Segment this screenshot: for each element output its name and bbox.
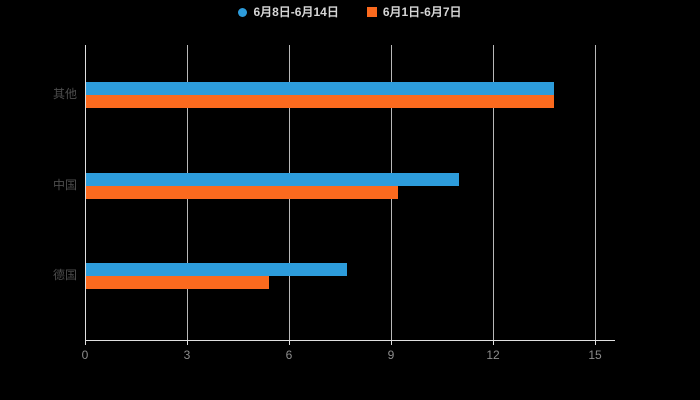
bar-其他-series-1[interactable] <box>86 95 555 108</box>
x-tick-mark-9 <box>391 340 392 345</box>
x-tick-mark-12 <box>493 340 494 345</box>
x-axis-line <box>85 340 615 341</box>
bar-德国-series-1[interactable] <box>86 276 269 289</box>
x-tick-mark-15 <box>595 340 596 345</box>
x-tick-label-0: 0 <box>81 348 89 362</box>
category-label-其他: 其他 <box>52 87 77 101</box>
x-tick-label-3: 3 <box>183 348 191 362</box>
x-tick-mark-0 <box>85 340 86 345</box>
gridline-x-15 <box>595 45 596 340</box>
legend-marker-circle-icon <box>238 7 248 17</box>
legend-item-0[interactable]: 6月8日-6月14日 <box>238 5 339 19</box>
x-tick-mark-6 <box>289 340 290 345</box>
legend-label: 6月1日-6月7日 <box>382 5 462 19</box>
category-label-中国: 中国 <box>52 178 77 192</box>
x-tick-label-12: 12 <box>486 348 500 362</box>
y-axis-line <box>85 45 86 340</box>
legend-marker-square-icon <box>366 7 377 17</box>
x-tick-label-15: 15 <box>588 348 602 362</box>
bar-德国-series-0[interactable] <box>86 263 347 276</box>
legend-label: 6月8日-6月14日 <box>253 5 339 19</box>
gridline-x-12 <box>493 45 494 340</box>
x-tick-mark-3 <box>187 340 188 345</box>
category-label-德国: 德国 <box>52 268 77 282</box>
bar-中国-series-0[interactable] <box>86 173 459 186</box>
legend: 6月8日-6月14日 6月1日-6月7日 <box>0 6 700 18</box>
bar-其他-series-0[interactable] <box>86 82 555 95</box>
x-tick-label-9: 9 <box>387 348 395 362</box>
legend-item-1[interactable]: 6月1日-6月7日 <box>366 5 462 19</box>
x-tick-label-6: 6 <box>285 348 293 362</box>
bar-中国-series-1[interactable] <box>86 186 398 199</box>
